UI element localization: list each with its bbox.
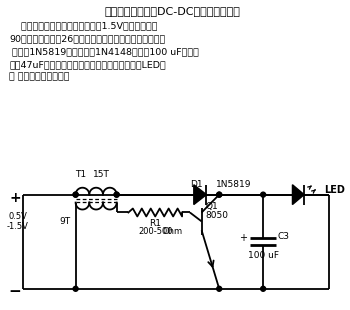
- Circle shape: [114, 192, 119, 197]
- Polygon shape: [194, 185, 206, 205]
- Text: -1.5V: -1.5V: [7, 222, 29, 231]
- Text: Ohm: Ohm: [163, 227, 183, 236]
- Text: 电路图见附图，按图中参数电压1.5V时，输入电流: 电路图见附图，按图中参数电压1.5V时，输入电流: [9, 21, 158, 30]
- Circle shape: [217, 286, 222, 291]
- Text: 1N5819: 1N5819: [216, 180, 252, 189]
- Text: 简单易做的单电池DC-DC驱动手电筒电路: 简单易做的单电池DC-DC驱动手电筒电路: [104, 6, 240, 16]
- Text: R1: R1: [149, 219, 161, 228]
- Circle shape: [73, 192, 78, 197]
- Text: 9T: 9T: [60, 217, 71, 226]
- Circle shape: [217, 192, 222, 197]
- Text: +: +: [239, 233, 246, 243]
- Circle shape: [73, 286, 78, 291]
- Text: 用 高亮白色发光二极管: 用 高亮白色发光二极管: [9, 73, 70, 82]
- Text: 100 uF: 100 uF: [248, 251, 280, 260]
- Text: C3: C3: [278, 232, 290, 241]
- Circle shape: [217, 192, 222, 197]
- Circle shape: [73, 192, 78, 197]
- Text: +: +: [9, 191, 21, 205]
- Text: 90毫安发光管电流26毫安以上。磁环从废节能灯中拆出，: 90毫安发光管电流26毫安以上。磁环从废节能灯中拆出，: [9, 34, 166, 43]
- Text: −: −: [9, 284, 21, 299]
- Text: T1: T1: [75, 170, 86, 179]
- Text: 15T: 15T: [93, 170, 110, 179]
- Text: 可用47uF的电解电容代替，只是效率稍低一些，LED采: 可用47uF的电解电容代替，只是效率稍低一些，LED采: [9, 60, 166, 69]
- Circle shape: [261, 286, 266, 291]
- Text: 200-500: 200-500: [138, 227, 173, 236]
- Text: 8050: 8050: [205, 211, 229, 220]
- Text: Q1: Q1: [205, 202, 218, 210]
- Polygon shape: [293, 185, 304, 205]
- Text: D1: D1: [190, 180, 203, 189]
- Circle shape: [261, 192, 266, 197]
- Circle shape: [114, 192, 119, 197]
- Text: LED: LED: [324, 185, 345, 195]
- Text: 二极管1N5819找不到可用1N4148代用。100 uF电容也: 二极管1N5819找不到可用1N4148代用。100 uF电容也: [9, 47, 199, 56]
- Text: 0.5V: 0.5V: [8, 212, 27, 221]
